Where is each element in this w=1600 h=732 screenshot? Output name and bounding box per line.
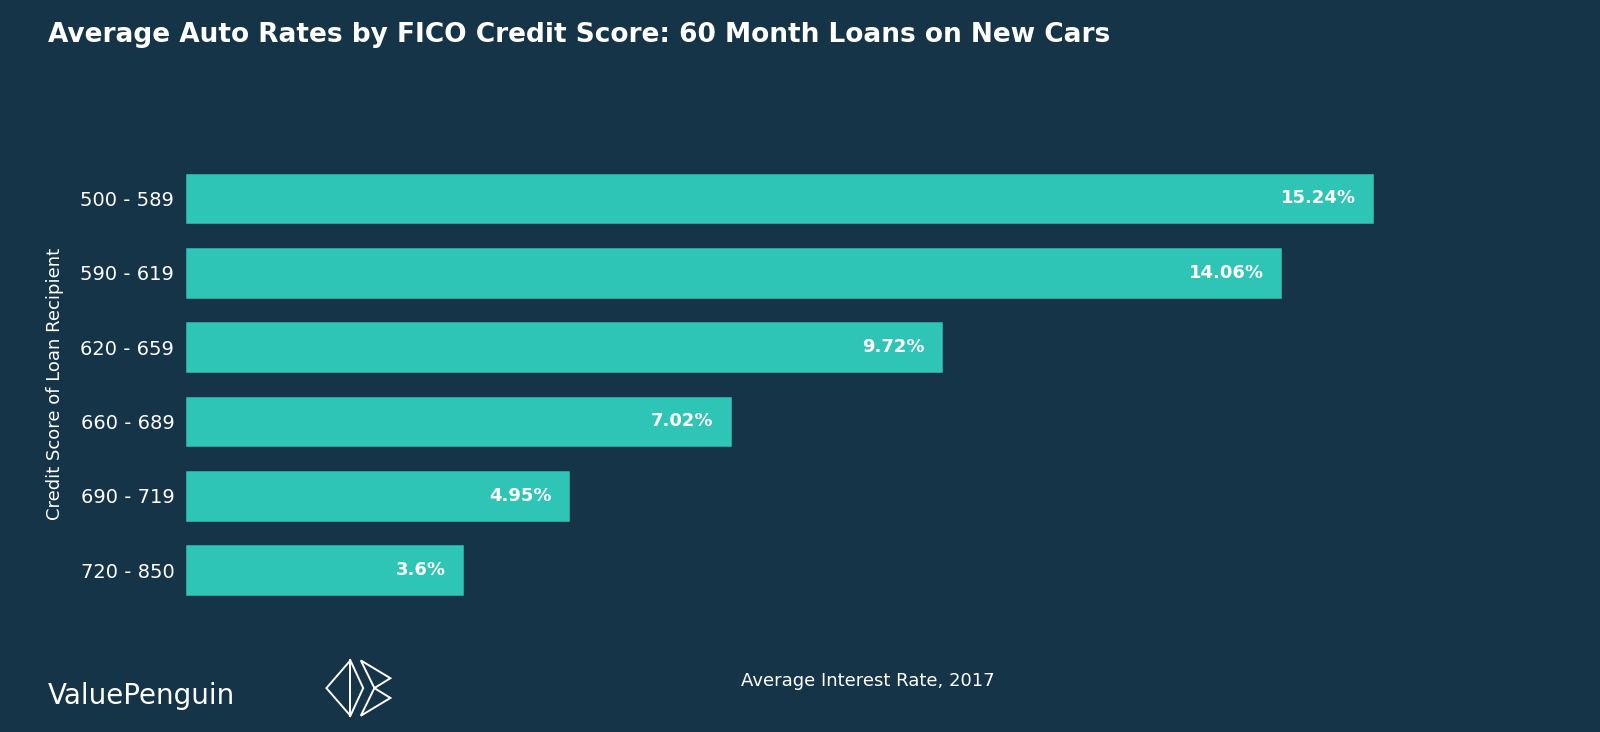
Text: 9.72%: 9.72% <box>862 338 925 356</box>
Text: Average Auto Rates by FICO Credit Score: 60 Month Loans on New Cars: Average Auto Rates by FICO Credit Score:… <box>48 22 1110 48</box>
Bar <box>184 171 1376 225</box>
Bar <box>184 395 733 448</box>
Text: ValuePenguin: ValuePenguin <box>48 682 235 710</box>
Text: 7.02%: 7.02% <box>651 413 714 430</box>
Bar <box>184 246 1283 299</box>
Bar <box>184 321 944 374</box>
Y-axis label: Credit Score of Loan Recipient: Credit Score of Loan Recipient <box>46 248 64 520</box>
Text: 14.06%: 14.06% <box>1189 264 1264 282</box>
Text: 3.6%: 3.6% <box>395 561 446 579</box>
Text: Average Interest Rate, 2017: Average Interest Rate, 2017 <box>741 672 995 690</box>
Text: 4.95%: 4.95% <box>490 487 552 505</box>
Text: 15.24%: 15.24% <box>1280 190 1355 207</box>
Bar <box>184 543 466 597</box>
Bar <box>184 469 571 523</box>
